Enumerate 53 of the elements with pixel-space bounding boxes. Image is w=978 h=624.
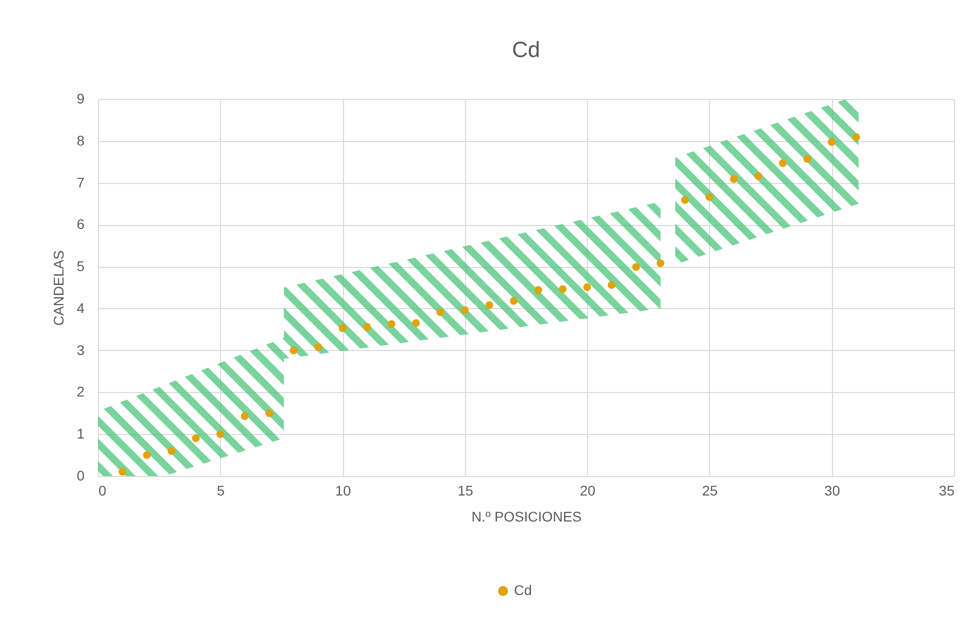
- point: [828, 138, 836, 146]
- x-tick-label: 35: [938, 482, 955, 498]
- point: [436, 308, 444, 316]
- point: [338, 324, 346, 332]
- point: [632, 263, 640, 271]
- point: [290, 346, 298, 354]
- point: [534, 286, 542, 294]
- y-tick-label: 8: [76, 132, 85, 148]
- point: [656, 259, 664, 268]
- point: [706, 193, 714, 201]
- point: [730, 175, 738, 183]
- point: [412, 319, 420, 327]
- point: [778, 159, 787, 167]
- point: [240, 412, 249, 420]
- x-tick-label: 0: [98, 482, 106, 498]
- point: [510, 297, 518, 305]
- y-tick-label: 6: [76, 216, 85, 232]
- x-tick-label: 10: [335, 482, 352, 498]
- point: [192, 434, 200, 442]
- y-tick-label: 1: [76, 426, 85, 442]
- y-tick-label: 2: [76, 384, 85, 400]
- point: [852, 133, 860, 141]
- point: [314, 343, 322, 351]
- legend-label: Cd: [514, 582, 532, 598]
- point: [363, 323, 371, 331]
- y-tick-label: 3: [76, 342, 85, 358]
- x-tick-label: 5: [216, 482, 225, 498]
- point: [583, 283, 592, 291]
- x-tick-label: 25: [702, 482, 718, 498]
- y-tick-label: 7: [76, 174, 85, 190]
- point: [265, 409, 274, 418]
- point: [143, 451, 151, 459]
- point: [118, 468, 126, 476]
- point: [460, 306, 469, 314]
- point: [485, 301, 494, 309]
- chart-title: Cd: [512, 37, 540, 62]
- point: [168, 447, 176, 455]
- x-tick-label: 20: [580, 482, 596, 498]
- y-axis-title: CANDELAS: [50, 250, 67, 326]
- x-tick-label: 15: [458, 482, 474, 498]
- y-tick-label: 4: [76, 300, 85, 316]
- point: [681, 196, 689, 204]
- point: [558, 285, 567, 294]
- point: [803, 155, 812, 163]
- point: [388, 320, 396, 328]
- y-tick-label: 5: [76, 258, 85, 274]
- y-tick-label: 0: [76, 468, 85, 484]
- point: [608, 281, 616, 289]
- x-tick-label: 30: [824, 482, 840, 498]
- point: [216, 430, 224, 438]
- x-axis-title: N.º POSICIONES: [471, 508, 582, 524]
- y-tick-label: 9: [76, 90, 85, 106]
- point: [754, 172, 762, 180]
